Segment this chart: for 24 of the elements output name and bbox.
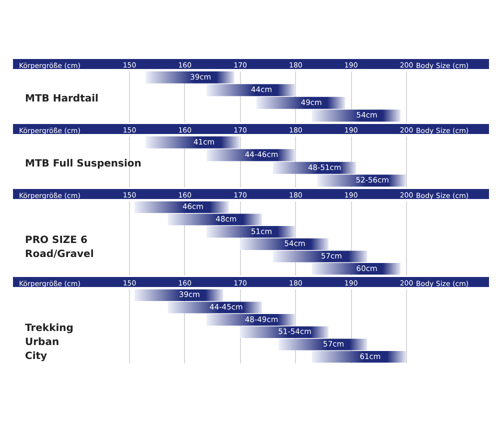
bar: [312, 263, 400, 275]
bar: [240, 326, 328, 338]
bar: [273, 162, 356, 174]
bar: [146, 136, 240, 148]
bar: [273, 250, 368, 262]
bar: [168, 214, 262, 226]
bar: [256, 96, 346, 109]
text: PRO SIZE 6 Road/Gravel: [25, 235, 94, 260]
bar: [206, 84, 296, 96]
bar: [317, 174, 406, 187]
bar: [134, 289, 224, 301]
bar: [312, 110, 400, 122]
text: MTB Hardtail: [25, 94, 98, 104]
bar: [240, 238, 328, 250]
bar: [278, 338, 368, 350]
text: MTB Full Suspension: [25, 158, 142, 170]
bar: [168, 302, 262, 314]
bar: [206, 314, 296, 326]
bar: [146, 71, 234, 84]
bar: [206, 226, 296, 238]
bar: [312, 351, 406, 363]
bar: [134, 201, 229, 213]
bar: [206, 149, 296, 162]
text: Trekking Urban City: [25, 323, 74, 362]
